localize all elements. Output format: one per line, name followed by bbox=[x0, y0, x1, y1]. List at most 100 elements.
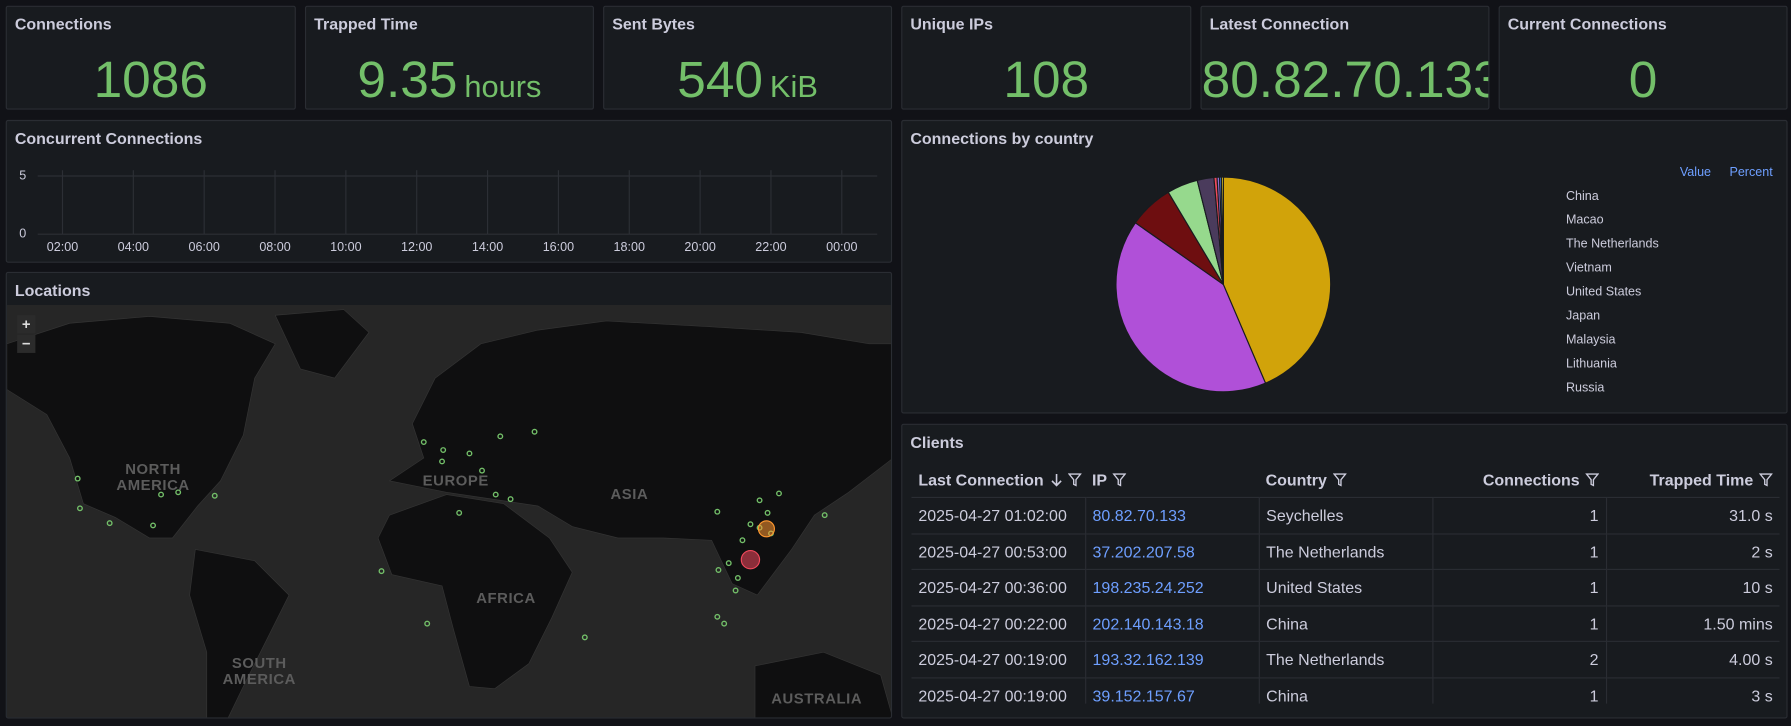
zoom-in-button[interactable]: + bbox=[17, 315, 36, 334]
ip-link[interactable]: 37.202.207.58 bbox=[1085, 533, 1260, 570]
filter-icon[interactable] bbox=[1758, 473, 1774, 487]
table-row: 2025-04-27 00:22:00 202.140.143.18 China 1 1… bbox=[911, 605, 1780, 642]
location-marker bbox=[734, 574, 741, 581]
x-tick-label: 00:00 bbox=[826, 240, 857, 254]
zoom-out-button[interactable]: − bbox=[17, 334, 36, 353]
table-cell: The Netherlands bbox=[1258, 533, 1433, 570]
filter-icon[interactable] bbox=[1585, 473, 1600, 487]
x-tick-label: 18:00 bbox=[614, 240, 645, 254]
x-tick-label: 22:00 bbox=[755, 240, 786, 254]
sort-icon[interactable] bbox=[1050, 473, 1062, 487]
stat-panel: Trapped Time 9.35 hours bbox=[304, 5, 594, 110]
table-row: 2025-04-27 00:19:00 193.32.162.139 The Net… bbox=[911, 641, 1780, 678]
stat-panel: Unique IPs 108 bbox=[901, 5, 1192, 110]
stat-panel: Sent Bytes 540 KiB bbox=[603, 5, 893, 110]
column-header[interactable]: Connections bbox=[1432, 462, 1606, 498]
location-marker bbox=[497, 433, 504, 440]
legend-label: China bbox=[1566, 189, 1599, 203]
ip-link[interactable]: 80.82.70.133 bbox=[1085, 497, 1260, 534]
location-marker bbox=[466, 450, 473, 457]
panel-title: Concurrent Connections bbox=[14, 129, 203, 148]
location-marker bbox=[492, 491, 499, 498]
x-tick-label: 08:00 bbox=[259, 240, 290, 254]
map-region-label: SOUTH AMERICA bbox=[222, 654, 296, 688]
column-header-text[interactable]: IP bbox=[1091, 470, 1108, 489]
panel-title: Latest Connection bbox=[1209, 14, 1350, 34]
x-tick-label: 04:00 bbox=[118, 240, 149, 254]
ip-link[interactable]: 39.152.157.67 bbox=[1085, 677, 1260, 704]
stat-value: 80.82.70.133 bbox=[1201, 50, 1490, 109]
map-panel: Locations + − NORTH AMERICA EUROPE ASIA AFR… bbox=[5, 271, 893, 719]
table-row: 2025-04-27 01:02:00 80.82.70.133 Seychelle… bbox=[911, 497, 1780, 534]
pie-slice bbox=[1222, 176, 1332, 384]
stat-panel: Current Connections 0 bbox=[1498, 5, 1788, 110]
location-marker bbox=[725, 560, 732, 567]
y-tick-label: 5 bbox=[19, 168, 26, 182]
table-cell: 1 bbox=[1432, 677, 1607, 704]
location-marker bbox=[776, 490, 782, 497]
legend-label: Russia bbox=[1566, 381, 1604, 395]
location-marker bbox=[378, 568, 385, 575]
map-region-label: NORTH AMERICA bbox=[116, 460, 190, 494]
ip-link[interactable]: 202.140.143.18 bbox=[1085, 605, 1260, 642]
table-cell: United States bbox=[1258, 569, 1433, 606]
table-cell: 1 bbox=[1432, 605, 1607, 642]
table-row: 2025-04-27 00:53:00 37.202.207.58 The Neth… bbox=[911, 533, 1780, 570]
legend-label: Malaysia bbox=[1566, 333, 1616, 347]
ip-link[interactable]: 198.235.24.252 bbox=[1085, 569, 1260, 606]
column-header[interactable]: IP bbox=[1085, 462, 1259, 498]
timeseries-panel: Concurrent Connections 0 5 02:00 04:00 06:00… bbox=[5, 119, 893, 263]
column-header-text[interactable]: Connections bbox=[1482, 470, 1580, 489]
stat-value-row: 1086 bbox=[7, 50, 295, 109]
column-header-text[interactable]: Last Connection bbox=[918, 470, 1044, 489]
column-header[interactable]: Last Connection bbox=[911, 462, 1086, 498]
stat-value-row: 9.35 hours bbox=[306, 50, 593, 108]
legend-label: The Netherlands bbox=[1566, 237, 1659, 251]
legend-header: Percent bbox=[1729, 165, 1773, 179]
pie-slice bbox=[1115, 221, 1267, 393]
location-marker bbox=[821, 512, 828, 519]
x-tick-label: 10:00 bbox=[330, 240, 361, 254]
stat-panel: Connections 1086 bbox=[5, 5, 296, 110]
stat-value: 108 bbox=[1003, 50, 1090, 109]
x-tick-label: 12:00 bbox=[401, 240, 432, 254]
table-cell: 2 s bbox=[1605, 533, 1780, 570]
location-marker bbox=[757, 520, 775, 538]
panel-title: Current Connections bbox=[1507, 14, 1667, 34]
column-header[interactable]: Country bbox=[1258, 462, 1433, 498]
stat-panel: Latest Connection 80.82.70.133 bbox=[1200, 5, 1490, 110]
location-marker bbox=[714, 613, 721, 620]
stat-value: 1086 bbox=[93, 50, 208, 109]
column-header-text[interactable]: Trapped Time bbox=[1649, 470, 1754, 489]
stat-value-row: 540 KiB bbox=[604, 50, 891, 108]
pie-chart: ValuePercentChina46843%Macao44241%The Ne… bbox=[1115, 165, 1773, 395]
ip-link[interactable]: 193.32.162.139 bbox=[1085, 641, 1260, 678]
y-tick-label: 0 bbox=[19, 226, 26, 240]
filter-icon[interactable] bbox=[1067, 473, 1082, 487]
table-cell: 2025-04-27 00:19:00 bbox=[911, 677, 1086, 704]
filter-icon[interactable] bbox=[1112, 473, 1127, 487]
location-marker bbox=[581, 634, 588, 641]
legend-label: Japan bbox=[1566, 309, 1600, 323]
stat-value: 0 bbox=[1628, 50, 1658, 109]
map-region-label: AFRICA bbox=[476, 589, 536, 607]
location-marker bbox=[479, 467, 485, 474]
location-marker bbox=[106, 520, 113, 527]
filter-icon[interactable] bbox=[1332, 473, 1347, 487]
location-marker bbox=[747, 521, 754, 528]
timeseries-chart: 0 5 02:00 04:00 06:00 08:00 10:00 12:00 14:00 16:… bbox=[19, 168, 878, 254]
panel-title: Connections by country bbox=[910, 129, 1094, 148]
column-header[interactable]: Trapped Time bbox=[1605, 462, 1780, 498]
table-cell: 2025-04-27 00:53:00 bbox=[911, 533, 1086, 570]
stat-value-row: 108 bbox=[902, 50, 1190, 109]
map-region-label: EUROPE bbox=[422, 471, 489, 489]
column-header-text[interactable]: Country bbox=[1265, 470, 1327, 489]
clients-table: Last Connection IP Country Connections Trapp… bbox=[911, 462, 1780, 704]
panel-title: Sent Bytes bbox=[612, 14, 695, 34]
table-cell: 1 bbox=[1432, 569, 1607, 606]
x-tick-label: 06:00 bbox=[188, 240, 219, 254]
location-marker bbox=[420, 439, 427, 446]
map-region-label: ASIA bbox=[610, 485, 649, 503]
table-cell: 1.50 mins bbox=[1605, 605, 1780, 642]
